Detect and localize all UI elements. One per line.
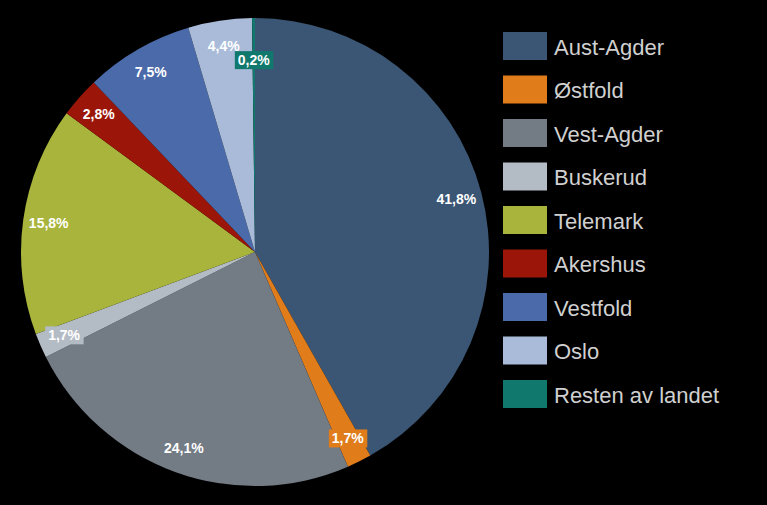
data-label: 2,8% xyxy=(83,106,115,122)
data-label-text: 41,8% xyxy=(437,191,477,207)
slices xyxy=(21,18,489,486)
chart-root: 41,8%1,7%24,1%1,7%15,8%2,8%7,5%4,4%0,2%A… xyxy=(0,0,767,505)
data-label-box xyxy=(45,326,83,344)
data-labels: 41,8%1,7%24,1%1,7%15,8%2,8%7,5%4,4%0,2% xyxy=(29,38,477,456)
legend-swatch xyxy=(503,380,547,408)
data-label-text: 1,7% xyxy=(48,327,80,343)
legend-swatch xyxy=(503,206,547,234)
legend-swatch xyxy=(503,76,547,104)
data-label-text: 0,2% xyxy=(238,52,270,68)
data-label-text: 15,8% xyxy=(29,215,69,231)
legend: Aust-Agder Østfold Vest-Agder Buskerud Telem… xyxy=(503,32,719,408)
legend-label: Vestfold xyxy=(554,296,632,321)
data-label-text: 7,5% xyxy=(135,64,167,80)
legend-label: Telemark xyxy=(554,209,644,234)
legend-label: Vest-Agder xyxy=(554,122,663,147)
data-label: 24,1% xyxy=(164,440,204,456)
legend-swatch xyxy=(503,32,547,60)
legend-label: Resten av landet xyxy=(554,383,719,408)
legend-label: Aust-Agder xyxy=(554,35,664,60)
data-label-text: 1,7% xyxy=(332,430,364,446)
data-label: 41,8% xyxy=(437,191,477,207)
data-label-box xyxy=(329,429,367,447)
data-label: 1,7% xyxy=(329,429,367,447)
data-label: 7,5% xyxy=(135,64,167,80)
legend-label: Østfold xyxy=(554,78,624,103)
data-label: 15,8% xyxy=(29,215,69,231)
legend-label: Akershus xyxy=(554,252,646,277)
legend-label: Oslo xyxy=(554,339,599,364)
legend-label: Buskerud xyxy=(554,165,647,190)
legend-swatch xyxy=(503,119,547,147)
data-label: 1,7% xyxy=(45,326,83,344)
data-label-text: 2,8% xyxy=(83,106,115,122)
legend-swatch xyxy=(503,293,547,321)
legend-swatch xyxy=(503,163,547,191)
data-label: 0,2% xyxy=(235,51,273,69)
legend-swatch xyxy=(503,250,547,278)
data-label-box xyxy=(235,51,273,69)
data-label-text: 24,1% xyxy=(164,440,204,456)
legend-swatch xyxy=(503,337,547,365)
